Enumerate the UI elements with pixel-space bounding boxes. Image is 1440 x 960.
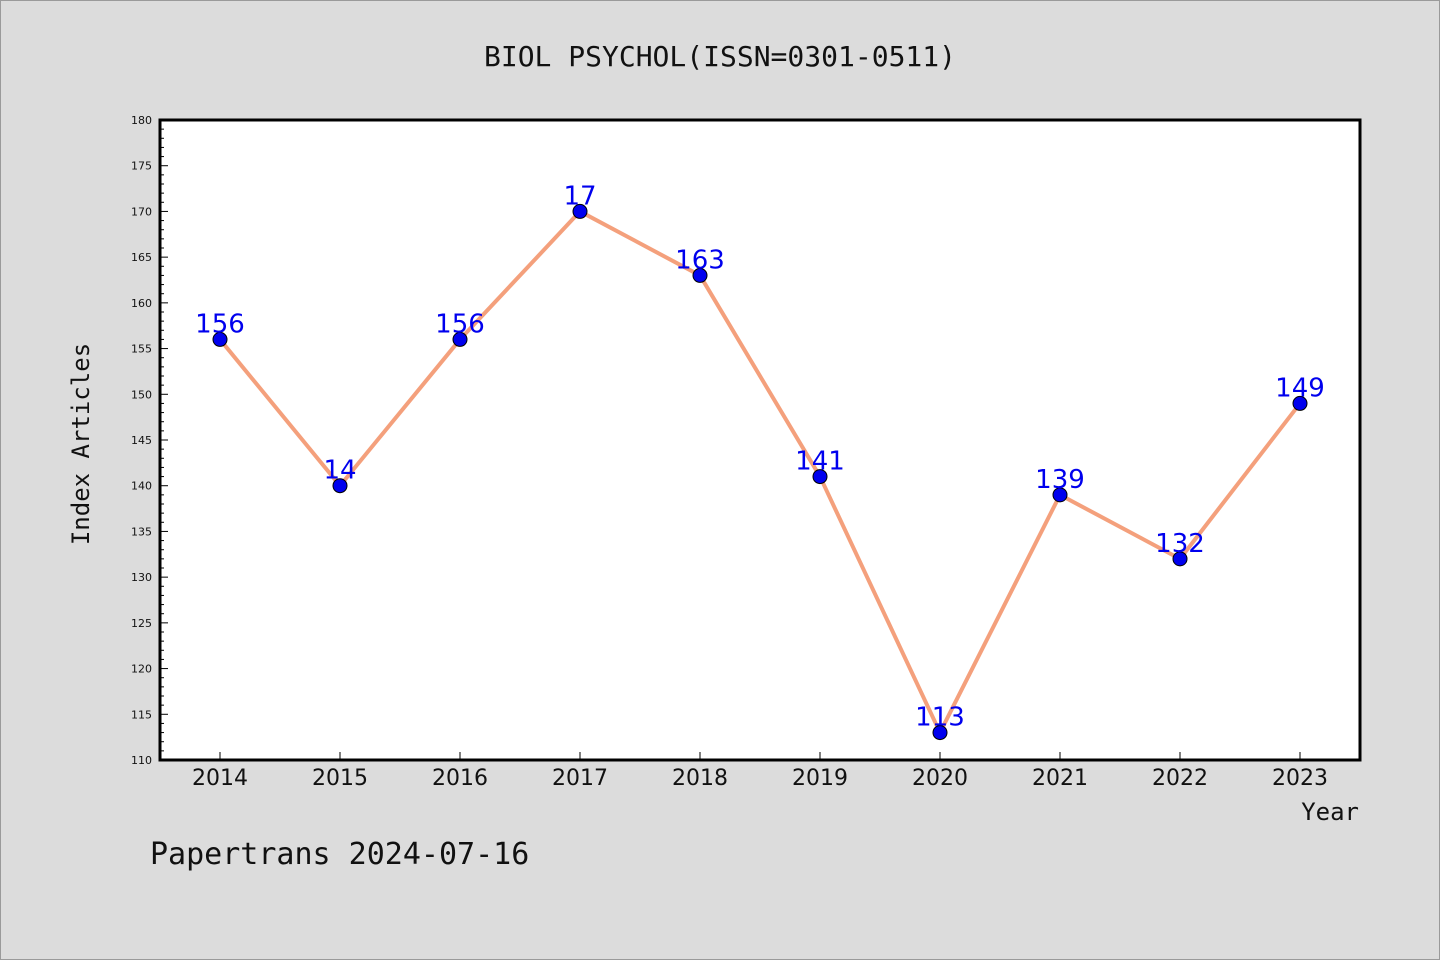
y-tick-label: 175 [131, 160, 152, 173]
data-point [452, 331, 468, 347]
y-tick-label: 150 [131, 388, 152, 401]
data-label: 163 [675, 245, 725, 275]
plot-border [158, 118, 1362, 762]
plot-area [160, 120, 1360, 760]
y-tick-label: 170 [131, 205, 152, 218]
x-tick-label: 2015 [312, 766, 368, 791]
y-tick-label: 155 [131, 343, 152, 356]
y-tick-label: 165 [131, 251, 152, 264]
y-tick-label: 115 [131, 708, 152, 721]
data-point [1052, 487, 1068, 503]
x-tick-label: 2019 [792, 766, 848, 791]
x-tick-label: 2020 [912, 766, 968, 791]
series-group [212, 203, 1308, 741]
x-tick-label: 2023 [1272, 766, 1328, 791]
x-tick-label: 2021 [1032, 766, 1088, 791]
series-line [218, 209, 1302, 735]
data-label: 156 [435, 309, 485, 339]
data-label: 139 [1035, 465, 1085, 495]
data-point [1172, 551, 1188, 567]
data-label: 141 [795, 447, 845, 477]
chart-title: BIOL PSYCHOL(ISSN=0301-0511) [484, 40, 956, 73]
y-tick-label: 140 [131, 480, 152, 493]
y-tick-label: 130 [131, 571, 152, 584]
y-tick-label: 180 [131, 114, 152, 127]
data-point [332, 478, 348, 494]
data-label: 132 [1155, 529, 1205, 559]
data-point [932, 725, 948, 741]
data-point [692, 267, 708, 283]
y-tick-label: 145 [131, 434, 152, 447]
data-label: 149 [1275, 373, 1325, 403]
y-tick-label: 110 [131, 754, 152, 767]
data-point [572, 203, 588, 219]
y-tick-label: 120 [131, 663, 152, 676]
x-tick-label: 2014 [192, 766, 248, 791]
data-point [812, 469, 828, 485]
data-label: 156 [195, 309, 245, 339]
y-tick-label: 125 [131, 617, 152, 630]
footer-text: Papertrans 2024-07-16 [150, 837, 529, 872]
y-tick-label: 160 [131, 297, 152, 310]
x-tick-label: 2018 [672, 766, 728, 791]
y-axis-ticks: 110 115 120 125 130 135 140 145 150 155 160 165 170 1… [131, 114, 168, 767]
data-point [212, 331, 228, 347]
data-labels-group: 156 14 156 17 163 141 113 139 132 149 [195, 181, 1325, 732]
x-axis-ticks: 2014 2015 2016 2017 2018 2019 2020 2021 2022 2023 [192, 752, 1328, 791]
data-label: 17 [563, 181, 596, 211]
y-tick-label: 135 [131, 525, 152, 538]
x-tick-label: 2016 [432, 766, 488, 791]
x-tick-label: 2022 [1152, 766, 1208, 791]
data-label: 14 [323, 456, 356, 486]
data-label: 113 [915, 703, 965, 733]
x-axis-title: Year [1301, 798, 1359, 826]
data-point [1292, 395, 1308, 411]
x-tick-label: 2017 [552, 766, 608, 791]
y-axis-title: Index Articles [67, 343, 95, 545]
